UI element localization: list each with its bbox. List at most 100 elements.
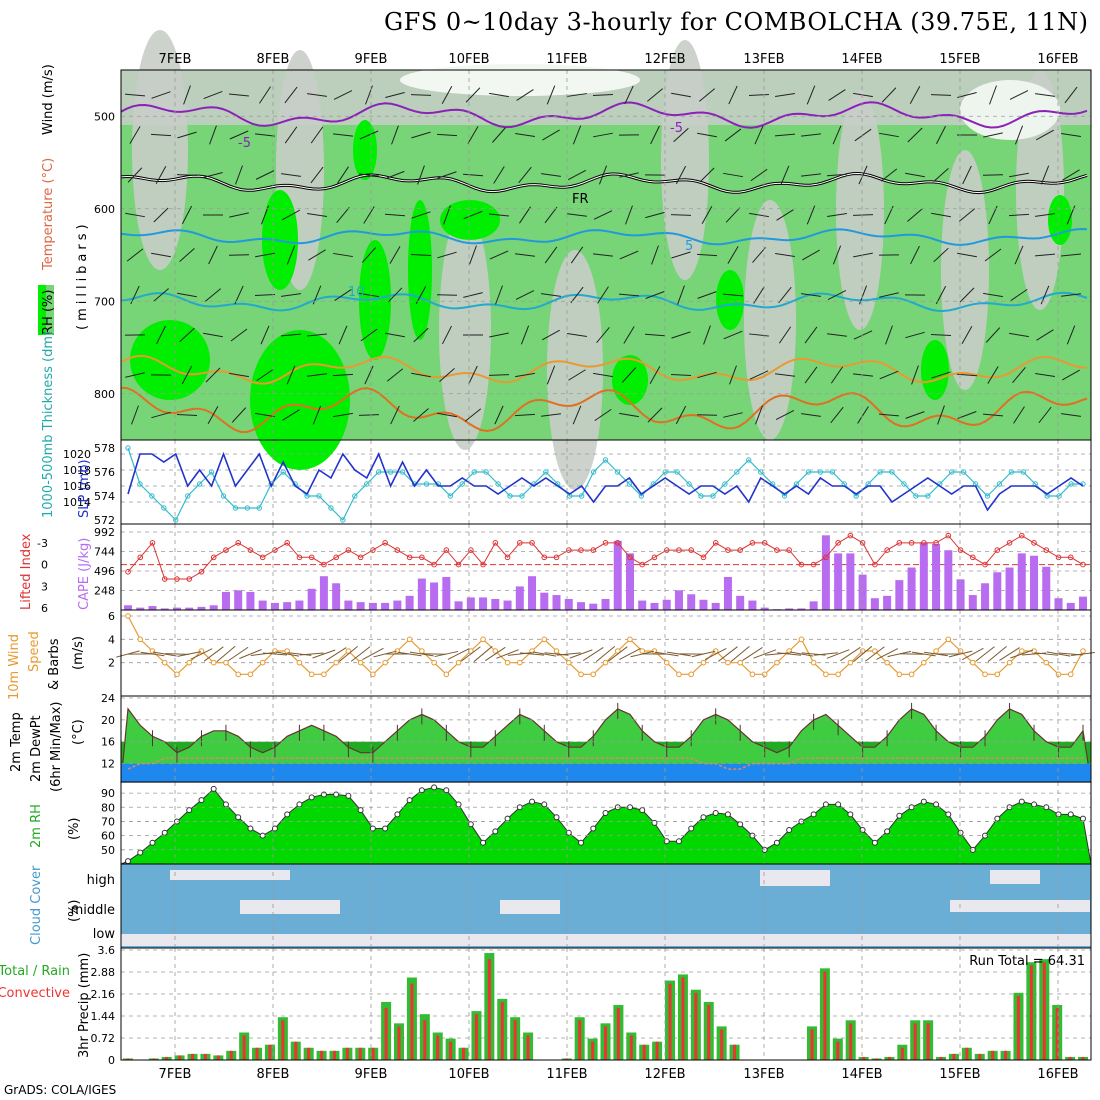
wind-speed-point: [321, 671, 327, 678]
li-point: [553, 554, 560, 561]
date-label-bottom: 8FEB: [257, 1067, 290, 1082]
precip-conv-bar: [642, 1044, 646, 1060]
thickness-point: [352, 493, 358, 499]
wind-barb: [442, 325, 452, 345]
precip-conv-bar: [307, 1047, 311, 1060]
date-label-top: 13FEB: [743, 52, 784, 67]
wind-barb: [675, 405, 687, 425]
rh-point: [786, 826, 793, 833]
yaxis-tick-left: 578: [94, 442, 115, 455]
wind-barb: [473, 645, 493, 663]
cape-bar: [430, 582, 439, 610]
wind-barb: [961, 326, 973, 344]
li-point: [994, 547, 1001, 553]
wind-barb: [853, 373, 873, 377]
wind-barb: [468, 365, 478, 385]
cape-bar: [234, 590, 243, 610]
wind-speed-point: [712, 648, 719, 654]
wind-barb: [337, 166, 349, 184]
li-point: [810, 561, 817, 568]
cape-bar: [442, 576, 451, 610]
wind-barb: [597, 286, 609, 304]
wind-barb: [310, 166, 324, 184]
precip-conv-bar: [1029, 965, 1033, 1060]
precip-conv-bar: [733, 1044, 737, 1060]
rh-point: [933, 801, 940, 808]
cape-bar: [564, 598, 573, 610]
wind-barb: [125, 212, 145, 218]
precip-conv-bar: [694, 992, 698, 1060]
wind-barb: [209, 125, 217, 145]
wind-speed-point: [186, 659, 193, 666]
wind-barb: [227, 646, 249, 662]
wind-barb: [671, 92, 691, 98]
wind-speed-point: [810, 659, 817, 666]
li-point: [541, 554, 548, 561]
li-point: [223, 547, 229, 553]
wind-speed-point: [468, 648, 474, 654]
wind-barb: [485, 646, 506, 662]
precip-conv-bar: [707, 1005, 711, 1060]
rh-point: [431, 784, 438, 791]
li-point: [186, 576, 193, 582]
cape-bar: [356, 602, 365, 610]
wind-barb: [229, 130, 249, 140]
wind-speed-point: [565, 659, 572, 666]
wind-barb: [411, 372, 431, 378]
thickness-point: [1008, 469, 1015, 475]
date-label-bottom: 9FEB: [355, 1067, 388, 1082]
yaxis-tick: 3.6: [98, 944, 116, 957]
contour-freezing-inner: [120, 172, 1088, 194]
yaxis-tick: 90: [101, 787, 115, 800]
precip-conv-bar: [629, 1035, 633, 1060]
cape-bar: [993, 572, 1002, 610]
wind-barb: [436, 294, 458, 296]
precip-conv-bar: [462, 1047, 466, 1060]
thickness-point: [913, 493, 919, 499]
thickness-point: [280, 469, 286, 475]
wind-barb: [598, 165, 608, 185]
wind-barb: [332, 373, 354, 377]
cape-bar: [589, 603, 598, 610]
wind-barb: [827, 212, 847, 218]
li-point: [161, 576, 168, 582]
wind-barb: [948, 650, 973, 658]
cloud-clear-patch: [170, 870, 290, 880]
wind-barb: [489, 332, 509, 338]
credit-text: GrADS: COLA/IGES: [4, 1083, 117, 1097]
wind-barb: [284, 86, 298, 104]
wind-barb: [333, 133, 353, 137]
wind-barb: [307, 373, 327, 377]
date-label-bottom: 12FEB: [644, 1067, 685, 1082]
wind-barb: [881, 87, 897, 103]
date-label-top: 9FEB: [355, 52, 388, 67]
yaxis-tick: 24: [101, 692, 115, 705]
wind-barb: [179, 327, 195, 343]
wind-barb: [496, 649, 519, 659]
rh-dry-zone: [439, 210, 491, 450]
rh-point: [235, 814, 242, 821]
wind-barb: [441, 85, 453, 105]
wind-barb: [595, 645, 616, 663]
wind-barb: [207, 406, 219, 424]
wind-speed-point: [406, 636, 413, 643]
wind-barb: [541, 413, 561, 417]
wind-barb: [181, 205, 193, 225]
wind-speed-point: [259, 659, 266, 666]
wind-speed-point: [125, 613, 131, 619]
wind-speed-point: [1018, 648, 1025, 654]
wind-barb: [985, 327, 1001, 343]
cape-bar: [1079, 596, 1087, 610]
cape-bar: [528, 576, 537, 610]
wind-speed-point: [161, 659, 168, 666]
wind-barb: [310, 126, 324, 144]
yaxis-label: Speed: [27, 631, 42, 672]
cape-bar: [699, 599, 708, 610]
cape-bar: [1042, 566, 1051, 610]
wind-barb: [462, 173, 484, 177]
li-point: [345, 547, 352, 553]
wind-barb: [671, 331, 691, 339]
li-point: [394, 547, 401, 553]
wind-barb: [385, 332, 405, 338]
wind-barb: [150, 133, 172, 137]
